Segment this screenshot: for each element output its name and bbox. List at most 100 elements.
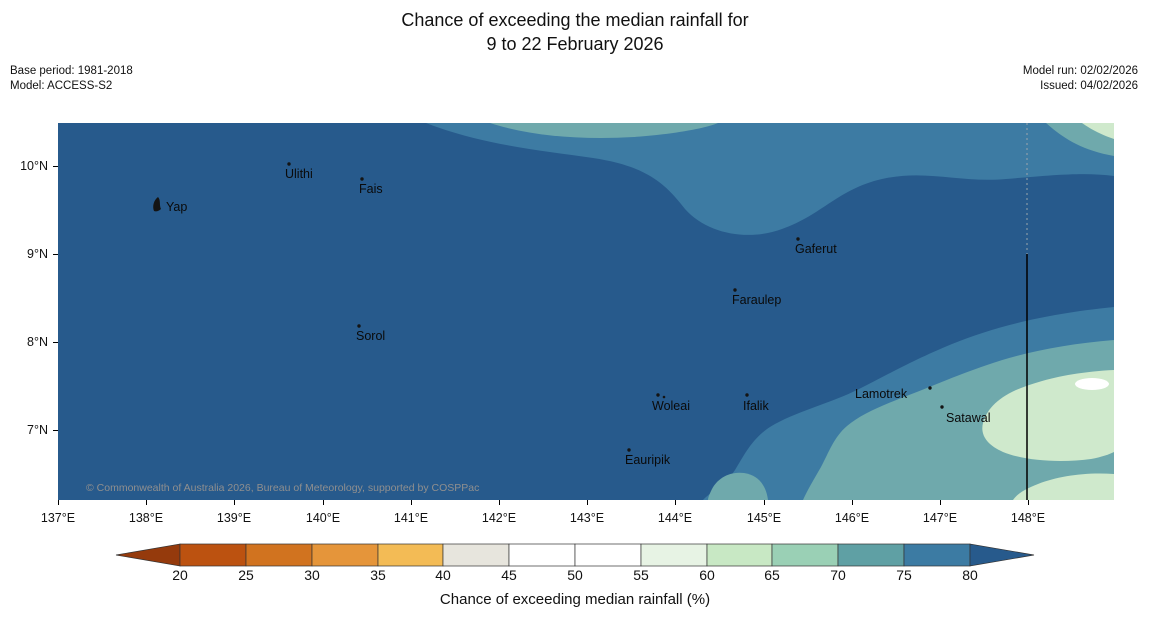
colorbar-segment-35-40 bbox=[377, 543, 444, 567]
place-label-ulithi: Ulithi bbox=[285, 167, 313, 181]
colorbar-tick-30: 30 bbox=[304, 567, 320, 583]
map-contour-canvas bbox=[58, 123, 1114, 500]
place-label-lamotrek: Lamotrek bbox=[855, 387, 908, 401]
lon-label-145e: 145°E bbox=[746, 511, 782, 525]
lat-tick bbox=[53, 166, 58, 167]
lon-label-139e: 139°E bbox=[216, 511, 252, 525]
title-line-1: Chance of exceeding the median rainfall … bbox=[401, 10, 749, 30]
colorbar-tick-80: 80 bbox=[962, 567, 978, 583]
contour-region-50-55-spot bbox=[1075, 378, 1109, 390]
lon-label-140e: 140°E bbox=[305, 511, 341, 525]
lon-label-143e: 143°E bbox=[569, 511, 605, 525]
island-marker-gaferut bbox=[796, 237, 800, 241]
page-title: Chance of exceeding the median rainfall … bbox=[0, 8, 1150, 56]
copyright-text: © Commonwealth of Australia 2026, Bureau… bbox=[86, 482, 480, 494]
contour-region-60-65-topright bbox=[1082, 123, 1114, 139]
island-marker-ulithi bbox=[287, 162, 291, 166]
lat-tick bbox=[53, 430, 58, 431]
island-marker-satawal bbox=[940, 405, 944, 409]
island-marker-ifalik bbox=[745, 393, 749, 397]
island-marker-eauripik bbox=[627, 448, 631, 452]
lon-tick bbox=[852, 500, 853, 505]
lon-tick bbox=[1028, 500, 1029, 505]
contour-region-70-75-top bbox=[490, 123, 718, 138]
colorbar-segment-75-80 bbox=[903, 543, 971, 567]
place-label-eauripik: Eauripik bbox=[625, 453, 671, 467]
lon-label-148e: 148°E bbox=[1010, 511, 1046, 525]
colorbar-tick-25: 25 bbox=[238, 567, 254, 583]
colorbar-segment-25-30 bbox=[245, 543, 313, 567]
colorbar-segment-30-35 bbox=[311, 543, 379, 567]
colorbar-tick-50: 50 bbox=[567, 567, 583, 583]
island-marker-faraulep bbox=[733, 288, 737, 292]
meta-right: Model run: 02/02/2026 Issued: 04/02/2026 bbox=[1023, 64, 1138, 94]
lon-tick bbox=[323, 500, 324, 505]
colorbar-tick-75: 75 bbox=[896, 567, 912, 583]
lat-label-9n: 9°N bbox=[27, 247, 48, 261]
lat-tick bbox=[53, 342, 58, 343]
probability-map: Yap Ulithi Fais Gaferut Faraulep Sorol W… bbox=[58, 123, 1114, 500]
colorbar-arrow-under-20 bbox=[115, 543, 181, 567]
colorbar-tick-45: 45 bbox=[501, 567, 517, 583]
lon-tick bbox=[411, 500, 412, 505]
colorbar-tick-70: 70 bbox=[830, 567, 846, 583]
island-marker-fais bbox=[360, 177, 364, 181]
lat-label-8n: 8°N bbox=[27, 335, 48, 349]
place-label-gaferut: Gaferut bbox=[795, 242, 837, 256]
lon-tick bbox=[499, 500, 500, 505]
issued-text: Issued: 04/02/2026 bbox=[1040, 80, 1138, 92]
lon-label-146e: 146°E bbox=[834, 511, 870, 525]
lat-tick bbox=[53, 254, 58, 255]
colorbar-arrow-over-80 bbox=[969, 543, 1035, 567]
contour-region-70-75-right bbox=[803, 340, 1114, 500]
lon-label-142e: 142°E bbox=[481, 511, 517, 525]
place-label-faraulep: Faraulep bbox=[732, 293, 782, 307]
colorbar-segment-70-75 bbox=[837, 543, 905, 567]
colorbar-segment-65-70 bbox=[771, 543, 839, 567]
lon-tick bbox=[146, 500, 147, 505]
place-label-sorol: Sorol bbox=[356, 329, 386, 343]
model-run-text: Model run: 02/02/2026 bbox=[1022, 65, 1138, 77]
island-marker-woleai-2 bbox=[662, 395, 666, 399]
place-label-ifalik: Ifalik bbox=[743, 399, 769, 413]
lon-tick bbox=[234, 500, 235, 505]
lon-tick bbox=[587, 500, 588, 505]
island-marker-sorol bbox=[357, 324, 361, 328]
colorbar-tick-55: 55 bbox=[633, 567, 649, 583]
lon-tick bbox=[764, 500, 765, 505]
lon-label-141e: 141°E bbox=[393, 511, 429, 525]
base-period-text: Base period: 1981-2018 bbox=[10, 65, 133, 77]
contour-region-75-80-top bbox=[426, 123, 1114, 235]
meta-left: Base period: 1981-2018 Model: ACCESS-S2 bbox=[10, 64, 133, 94]
island-marker-woleai bbox=[656, 393, 660, 397]
place-label-yap: Yap bbox=[166, 200, 188, 214]
lon-label-144e: 144°E bbox=[657, 511, 693, 525]
title-line-2: 9 to 22 February 2026 bbox=[486, 34, 664, 54]
contour-region-70-75-bottom bbox=[708, 472, 768, 500]
lat-label-7n: 7°N bbox=[27, 423, 48, 437]
lon-tick bbox=[940, 500, 941, 505]
colorbar-tick-40: 40 bbox=[435, 567, 451, 583]
contour-region-60-65-bottomright bbox=[1013, 473, 1114, 500]
island-marker-yap bbox=[153, 197, 161, 212]
colorbar-segment-50-55 bbox=[574, 543, 642, 567]
colorbar-axis-label: Chance of exceeding median rainfall (%) bbox=[439, 591, 711, 608]
contour-region-60-65-right bbox=[982, 370, 1114, 461]
place-label-woleai: Woleai bbox=[652, 399, 690, 413]
lon-tick bbox=[58, 500, 59, 505]
colorbar-segment-40-45 bbox=[442, 543, 510, 567]
lon-label-147e: 147°E bbox=[922, 511, 958, 525]
colorbar bbox=[115, 543, 1035, 567]
lon-tick bbox=[675, 500, 676, 505]
model-text: Model: ACCESS-S2 bbox=[10, 80, 113, 92]
colorbar-segment-55-60 bbox=[640, 543, 708, 567]
lon-label-138e: 138°E bbox=[128, 511, 164, 525]
island-marker-lamotrek bbox=[928, 386, 932, 390]
lat-label-10n: 10°N bbox=[20, 159, 48, 173]
colorbar-tick-20: 20 bbox=[172, 567, 188, 583]
colorbar-tick-60: 60 bbox=[699, 567, 715, 583]
colorbar-segment-60-65 bbox=[706, 543, 773, 567]
place-label-satawal: Satawal bbox=[946, 411, 991, 425]
colorbar-segment-45-50 bbox=[508, 543, 576, 567]
